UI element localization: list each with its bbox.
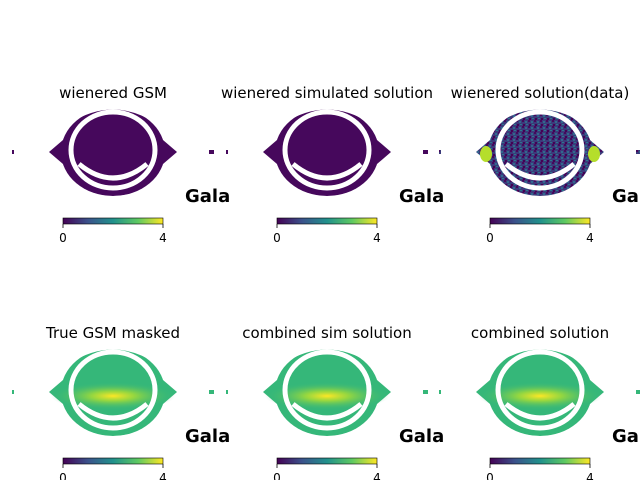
- colorbar: [276, 457, 378, 465]
- sky-map-lobe-left: [49, 140, 63, 164]
- mask-arc-lower: [61, 420, 165, 440]
- mask-arc-upper: [495, 106, 585, 124]
- panel-title: wienered solution(data): [451, 84, 630, 102]
- edge-marker-left: [12, 390, 14, 394]
- edge-marker-right: [209, 150, 214, 154]
- colorbar-tick-label: 0: [273, 471, 281, 480]
- mask-arc-inner: [77, 162, 149, 181]
- mask-ring-outer: [282, 109, 372, 191]
- colorbar-tick-label: 0: [486, 231, 494, 245]
- colorbar-tick-label: 4: [373, 471, 381, 480]
- map-panel: combined solution Gala 0 4: [439, 324, 640, 480]
- sky-map-fill: [275, 108, 379, 196]
- edge-marker-right: [423, 150, 428, 154]
- sky-map-fill: [488, 108, 592, 196]
- colorbar-tick-label: 4: [159, 471, 167, 480]
- mask-arc-upper: [282, 106, 372, 124]
- sky-map: [49, 346, 177, 440]
- mask-ring-outer: [495, 349, 585, 431]
- mask-arc-lower: [488, 420, 592, 440]
- panel-title: wienered GSM: [59, 84, 167, 102]
- edge-marker-right: [423, 390, 428, 394]
- colorbar-tick-label: 0: [59, 231, 67, 245]
- mask-arc-inner: [291, 162, 363, 181]
- colorbar-tick-label: 0: [59, 471, 67, 480]
- map-panel: True GSM masked Gala 0 4: [12, 324, 230, 480]
- edge-marker-left: [439, 390, 441, 394]
- map-panel: combined sim solution Gala 0 4: [226, 324, 444, 480]
- galactic-label: Gala: [185, 186, 230, 207]
- mask-arc-upper: [282, 346, 372, 364]
- galactic-label: Gala: [612, 186, 640, 207]
- colorbar-tick-label: 4: [159, 231, 167, 245]
- galactic-label: Gala: [612, 426, 640, 447]
- sky-map: [263, 346, 391, 440]
- colorbar-tick-label: 0: [486, 471, 494, 480]
- colorbar-tick-label: 4: [586, 231, 594, 245]
- mask-arc-inner: [504, 162, 576, 181]
- edge-marker-left: [226, 150, 228, 154]
- galactic-label: Gala: [185, 426, 230, 447]
- sky-map-lobe-left: [263, 140, 277, 164]
- mask-ring-outer: [68, 349, 158, 431]
- edge-marker-left: [12, 150, 14, 154]
- mask-arc-upper: [68, 106, 158, 124]
- galactic-plane-band: [51, 382, 175, 410]
- panel-title: wienered simulated solution: [221, 84, 433, 102]
- mask-arc-lower: [275, 180, 379, 200]
- sky-map: [476, 106, 604, 200]
- colorbar: [276, 217, 378, 225]
- colorbar-tick-label: 0: [273, 231, 281, 245]
- colorbar-tick-label: 4: [586, 471, 594, 480]
- edge-marker-right: [636, 150, 640, 154]
- galactic-plane-band: [478, 382, 602, 410]
- edge-marker-left: [439, 150, 441, 154]
- colorbar: [62, 457, 164, 465]
- mask-arc-upper: [68, 346, 158, 364]
- mask-ring-outer: [495, 109, 585, 191]
- colorbar: [62, 217, 164, 225]
- sky-map-fill: [61, 108, 165, 196]
- panel-title: combined solution: [471, 324, 609, 342]
- mask-ring-outer: [282, 349, 372, 431]
- sky-map-lobe-right: [163, 140, 177, 164]
- edge-marker-right: [209, 390, 214, 394]
- colorbar: [489, 217, 591, 225]
- map-panel: wienered solution(data) Gala 0 4: [439, 84, 640, 245]
- edge-marker-left: [226, 390, 228, 394]
- edge-hotspot-left: [480, 146, 492, 162]
- edge-marker-right: [636, 390, 640, 394]
- sky-map-lobe-right: [377, 140, 391, 164]
- mask-arc-lower: [488, 180, 592, 200]
- galactic-label: Gala: [399, 426, 444, 447]
- mask-arc-inner: [291, 402, 363, 421]
- mask-arc-lower: [61, 180, 165, 200]
- panel-title: True GSM masked: [45, 324, 180, 342]
- mask-ring-outer: [68, 109, 158, 191]
- galactic-label: Gala: [399, 186, 444, 207]
- edge-hotspot-right: [588, 146, 600, 162]
- map-panel: wienered GSM Gala 0 4: [12, 84, 230, 245]
- panel-title: combined sim solution: [242, 324, 412, 342]
- sky-map: [49, 106, 177, 200]
- mask-arc-lower: [275, 420, 379, 440]
- sky-map: [263, 106, 391, 200]
- colorbar-tick-label: 4: [373, 231, 381, 245]
- sky-map: [476, 346, 604, 440]
- mask-arc-inner: [504, 402, 576, 421]
- mask-arc-inner: [77, 402, 149, 421]
- map-panel: wienered simulated solution Gala 0 4: [221, 84, 444, 245]
- galactic-plane-band: [265, 382, 389, 410]
- colorbar: [489, 457, 591, 465]
- mask-arc-upper: [495, 346, 585, 364]
